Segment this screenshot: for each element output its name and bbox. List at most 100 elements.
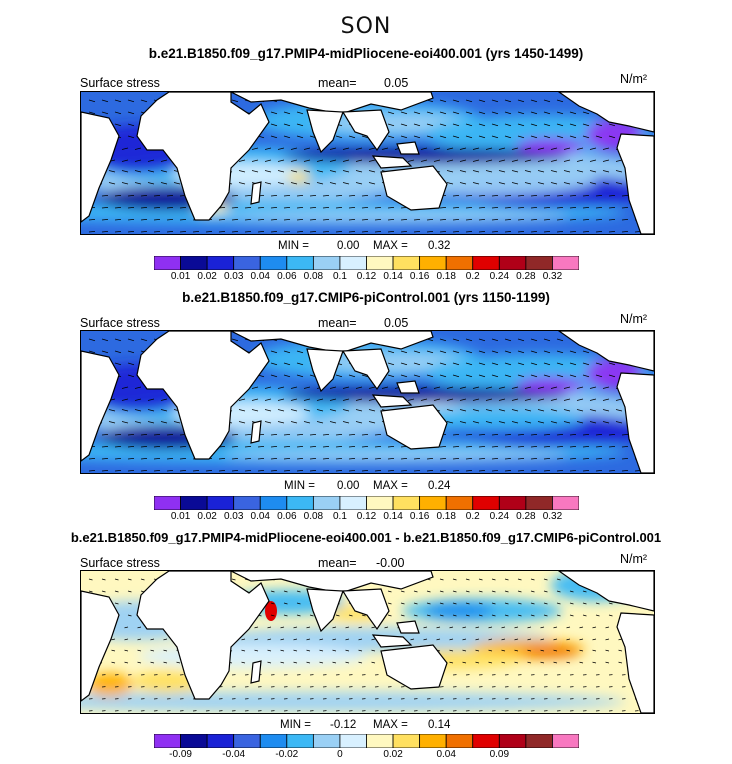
panel-2-wind-vector xyxy=(173,421,181,424)
panel-3-wind-vector xyxy=(478,590,483,593)
panel-1-wind-vector xyxy=(491,99,499,103)
panel-2-wind-vector xyxy=(400,362,408,366)
panel-1-colorbar-tick-label: 0.02 xyxy=(197,271,217,282)
panel-3-wind-vector xyxy=(449,638,454,641)
panel-3-wind-vector xyxy=(114,590,119,593)
panel-2-wind-vector xyxy=(257,470,265,472)
panel-2-wind-vector xyxy=(595,374,603,378)
panel-1-units: N/m² xyxy=(620,72,648,86)
panel-1-colorbar-swatch xyxy=(312,255,341,271)
panel-1-colorbar-swatch xyxy=(366,255,394,271)
panel-2-wind-vector xyxy=(459,409,467,412)
panel-2-land xyxy=(371,394,413,408)
panel-2-wind-vector xyxy=(595,362,603,366)
panel-2-wind-vector xyxy=(491,446,499,448)
panel-3-wind-vector xyxy=(465,614,470,617)
panel-2-wind-vector xyxy=(283,458,291,460)
panel-3-wind-vector xyxy=(127,602,132,605)
panel-1-wind-vector xyxy=(342,182,350,185)
panel-2-wind-vector xyxy=(426,350,434,354)
panel-2-wind-vector xyxy=(621,434,629,436)
panel-2-wind-vector xyxy=(329,398,337,401)
panel-2-wind-vector xyxy=(296,350,304,354)
panel-1-wind-vector xyxy=(595,219,603,221)
panel-2-wind-vector xyxy=(569,434,577,436)
panel-1-wind-vector xyxy=(589,170,597,173)
panel-3-wind-vector xyxy=(319,649,324,652)
panel-3-wind-vector xyxy=(371,661,376,664)
panel-2-wind-vector xyxy=(478,470,486,472)
panel-2-wind-vector xyxy=(530,470,538,472)
panel-3-land xyxy=(371,634,413,648)
panel-1-wind-vector xyxy=(309,195,317,197)
panel-2-wind-vector xyxy=(342,386,350,389)
panel-2-wind-vector xyxy=(127,350,135,354)
panel-2-wind-vector xyxy=(127,446,135,448)
panel-3-wind-vector xyxy=(111,638,116,641)
panel-3-wind-vector xyxy=(501,661,506,664)
panel-2-wind-vector xyxy=(491,350,499,354)
panel-2-wind-vector xyxy=(251,409,259,412)
panel-2-wind-vector xyxy=(478,338,486,342)
panel-2-colorbar-swatch xyxy=(392,495,421,511)
panel-1-wind-vector xyxy=(101,207,109,209)
panel-3-max-label: MAX = xyxy=(373,719,408,731)
panel-3-wind-vector xyxy=(254,649,259,652)
panel-3-wind-vector xyxy=(426,590,431,593)
panel-1-wind-vector xyxy=(615,159,623,162)
panel-1-wind-vector xyxy=(329,159,337,162)
panel-3-wind-vector xyxy=(527,649,532,652)
panel-2-wind-vector xyxy=(452,434,460,436)
panel-3-wind-vector xyxy=(150,638,155,641)
panel-1-wind-vector xyxy=(465,219,473,221)
panel-1-wind-vector xyxy=(543,207,551,209)
panel-2-wind-vector xyxy=(446,421,454,424)
panel-2-wind-vector xyxy=(335,458,343,460)
panel-1-wind-vector xyxy=(101,99,109,103)
panel-1-wind-vector xyxy=(582,219,590,221)
panel-1-wind-vector xyxy=(517,195,525,197)
panel-3-wind-vector xyxy=(488,626,493,629)
panel-3-wind-vector xyxy=(530,602,535,605)
panel-3-wind-vector xyxy=(293,626,298,629)
panel-1-wind-vector xyxy=(621,219,629,221)
panel-3-wind-vector xyxy=(127,614,132,617)
panel-3-wind-vector xyxy=(517,590,522,593)
panel-2-wind-vector xyxy=(355,409,363,412)
panel-2-wind-vector xyxy=(595,458,603,460)
panel-2-wind-vector xyxy=(218,470,226,472)
panel-1-wind-vector xyxy=(127,99,135,103)
panel-1-max-value: 0.32 xyxy=(428,240,451,252)
panel-3-wind-vector xyxy=(579,638,584,641)
panel-1-wind-vector xyxy=(543,123,551,127)
panel-1-wind-vector xyxy=(478,135,486,139)
panel-2-wind-vector xyxy=(140,434,148,436)
panel-3-wind-vector xyxy=(478,578,483,581)
panel-1-wind-vector xyxy=(387,219,395,221)
panel-1-wind-vector xyxy=(452,231,460,233)
panel-1-wind-vector xyxy=(524,170,532,173)
panel-1-wind-vector xyxy=(530,231,538,233)
panel-1-wind-vector xyxy=(244,231,252,233)
panel-1-colorbar-swatch xyxy=(525,255,553,271)
panel-1-wind-vector xyxy=(511,182,519,185)
panel-3-wind-vector xyxy=(608,602,613,605)
panel-3-wind-vector xyxy=(449,649,454,652)
panel-2-wind-vector xyxy=(621,470,629,472)
panel-1-wind-vector xyxy=(316,170,324,173)
panel-1-wind-vector xyxy=(283,231,291,233)
panel-3-colorbar-swatch xyxy=(472,733,500,749)
panel-3-wind-vector xyxy=(452,578,457,581)
panel-3-wind-vector xyxy=(267,638,272,641)
panel-2-wind-vector xyxy=(244,446,252,448)
panel-2-land xyxy=(81,350,120,462)
panel-1-wind-vector xyxy=(413,135,421,139)
panel-1-wind-vector xyxy=(426,135,434,139)
panel-2-wind-vector xyxy=(342,409,350,412)
panel-2-colorbar-tick-label: 0.28 xyxy=(516,511,536,522)
panel-1-wind-vector xyxy=(355,159,363,162)
panel-2-wind-vector xyxy=(602,386,610,389)
panel-1-wind-vector xyxy=(368,159,376,162)
panel-2-wind-vector xyxy=(543,458,551,460)
panel-3-colorbar-swatch xyxy=(206,733,235,749)
